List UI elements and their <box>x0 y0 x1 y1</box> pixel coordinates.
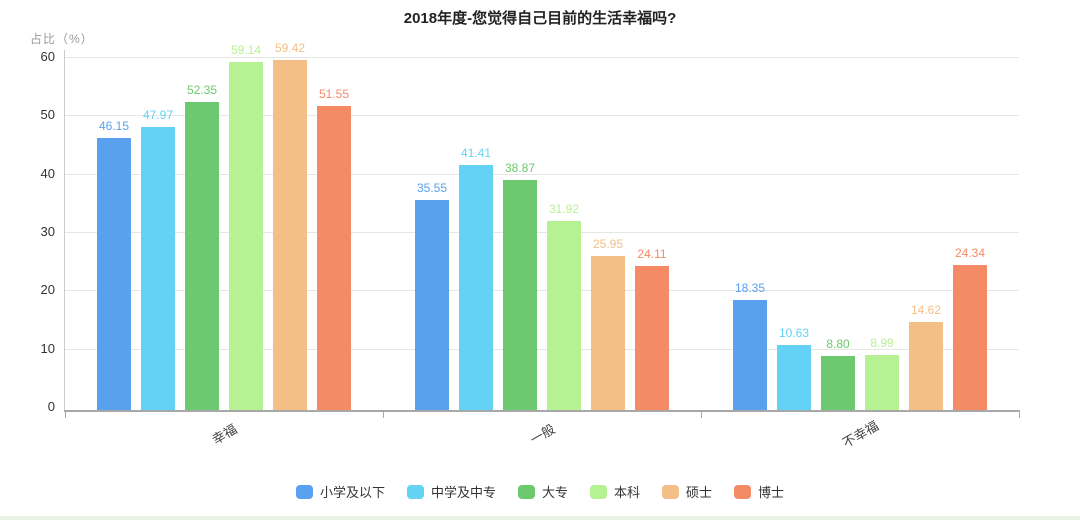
legend-swatch-icon <box>517 484 535 499</box>
legend-swatch-icon <box>734 484 752 499</box>
y-tick-label-0: 0 <box>47 399 55 414</box>
x-axis-tick <box>383 412 384 418</box>
legend-item-6[interactable]: 博士 <box>734 482 784 501</box>
legend-item-1[interactable]: 小学及以下 <box>295 482 385 501</box>
legend-item-2[interactable]: 中学及中专 <box>406 482 496 501</box>
bar-series3-cat1[interactable] <box>185 102 219 410</box>
bar-value-label: 47.97 <box>142 108 174 122</box>
bar-value-label: 10.63 <box>778 326 810 340</box>
bar-value-label: 41.41 <box>460 146 492 160</box>
y-tick-label-60: 60 <box>40 49 55 64</box>
bar-series2-cat1[interactable] <box>141 127 175 410</box>
legend-label: 小学及以下 <box>319 485 385 500</box>
bar-series3-cat3[interactable] <box>821 356 855 410</box>
legend-label: 博士 <box>758 485 785 500</box>
legend-swatch-icon <box>662 484 680 499</box>
bar-series6-cat1[interactable] <box>317 106 351 410</box>
bar-value-label: 25.95 <box>592 237 624 251</box>
bar-value-label: 38.87 <box>504 161 536 175</box>
x-axis-tick <box>1019 412 1020 418</box>
bar-value-label: 51.55 <box>318 87 350 101</box>
bar-series5-cat2[interactable] <box>591 256 625 410</box>
y-tick-label-40: 40 <box>40 166 55 181</box>
bar-value-label: 46.15 <box>98 119 130 133</box>
x-category-label-3: 不幸福 <box>839 418 882 451</box>
bar-series4-cat3[interactable] <box>865 355 899 410</box>
legend-item-4[interactable]: 本科 <box>590 482 640 501</box>
gridline-50 <box>65 115 1019 116</box>
gridline-40 <box>65 174 1019 175</box>
legend-swatch-icon <box>406 484 424 499</box>
legend-swatch-icon <box>295 484 313 499</box>
x-axis-tick <box>65 412 66 418</box>
bar-series1-cat1[interactable] <box>97 138 131 410</box>
gridline-60 <box>65 57 1019 58</box>
legend-label: 大专 <box>541 485 568 500</box>
bar-series4-cat2[interactable] <box>547 221 581 410</box>
y-axis-label: 占比（%） <box>30 32 94 46</box>
x-axis-line <box>64 410 1020 412</box>
legend-label: 本科 <box>614 485 641 500</box>
bar-series5-cat3[interactable] <box>909 322 943 410</box>
bar-series5-cat1[interactable] <box>273 60 307 410</box>
bar-value-label: 52.35 <box>186 83 218 97</box>
bar-value-label: 35.55 <box>416 181 448 195</box>
bar-series3-cat2[interactable] <box>503 180 537 410</box>
gridline-30 <box>65 232 1019 233</box>
gridline-10 <box>65 349 1019 350</box>
bar-series1-cat3[interactable] <box>733 300 767 410</box>
bar-value-label: 59.42 <box>274 41 306 55</box>
legend-swatch-icon <box>590 484 607 499</box>
bar-value-label: 18.35 <box>734 281 766 295</box>
bar-series1-cat2[interactable] <box>415 200 449 410</box>
bar-value-label: 8.99 <box>870 336 894 350</box>
legend-item-5[interactable]: 硕士 <box>662 482 712 501</box>
y-tick-label-20: 20 <box>40 282 55 297</box>
x-axis-tick <box>701 412 702 418</box>
y-tick-label-50: 50 <box>40 107 55 122</box>
legend-label: 中学及中专 <box>430 485 496 500</box>
bar-value-label: 24.11 <box>637 247 667 261</box>
bar-value-label: 59.14 <box>230 43 262 57</box>
chart-title: 2018年度-您觉得自己目前的生活幸福吗? <box>403 10 677 27</box>
bar-series6-cat2[interactable] <box>635 266 669 410</box>
legend-item-3[interactable]: 大专 <box>517 482 568 501</box>
bar-series2-cat3[interactable] <box>777 345 811 410</box>
legend-label: 硕士 <box>686 485 713 500</box>
bar-value-label: 31.92 <box>548 202 580 216</box>
bar-series2-cat2[interactable] <box>459 165 493 410</box>
bar-value-label: 8.80 <box>826 337 850 351</box>
gridline-20 <box>65 290 1019 291</box>
y-axis-line <box>64 50 65 410</box>
bar-series6-cat3[interactable] <box>953 265 987 410</box>
y-tick-label-30: 30 <box>40 224 55 239</box>
bar-value-label: 24.34 <box>954 246 986 260</box>
x-category-label-2: 一般 <box>527 421 558 448</box>
y-tick-label-10: 10 <box>40 341 55 356</box>
legend: 小学及以下 中学及中专 大专 本科 硕士 博士 <box>0 482 1080 501</box>
bar-value-label: 14.62 <box>910 303 942 317</box>
x-category-label-1: 幸福 <box>209 421 240 448</box>
bottom-strip <box>0 516 1080 520</box>
bar-series4-cat1[interactable] <box>229 62 263 410</box>
